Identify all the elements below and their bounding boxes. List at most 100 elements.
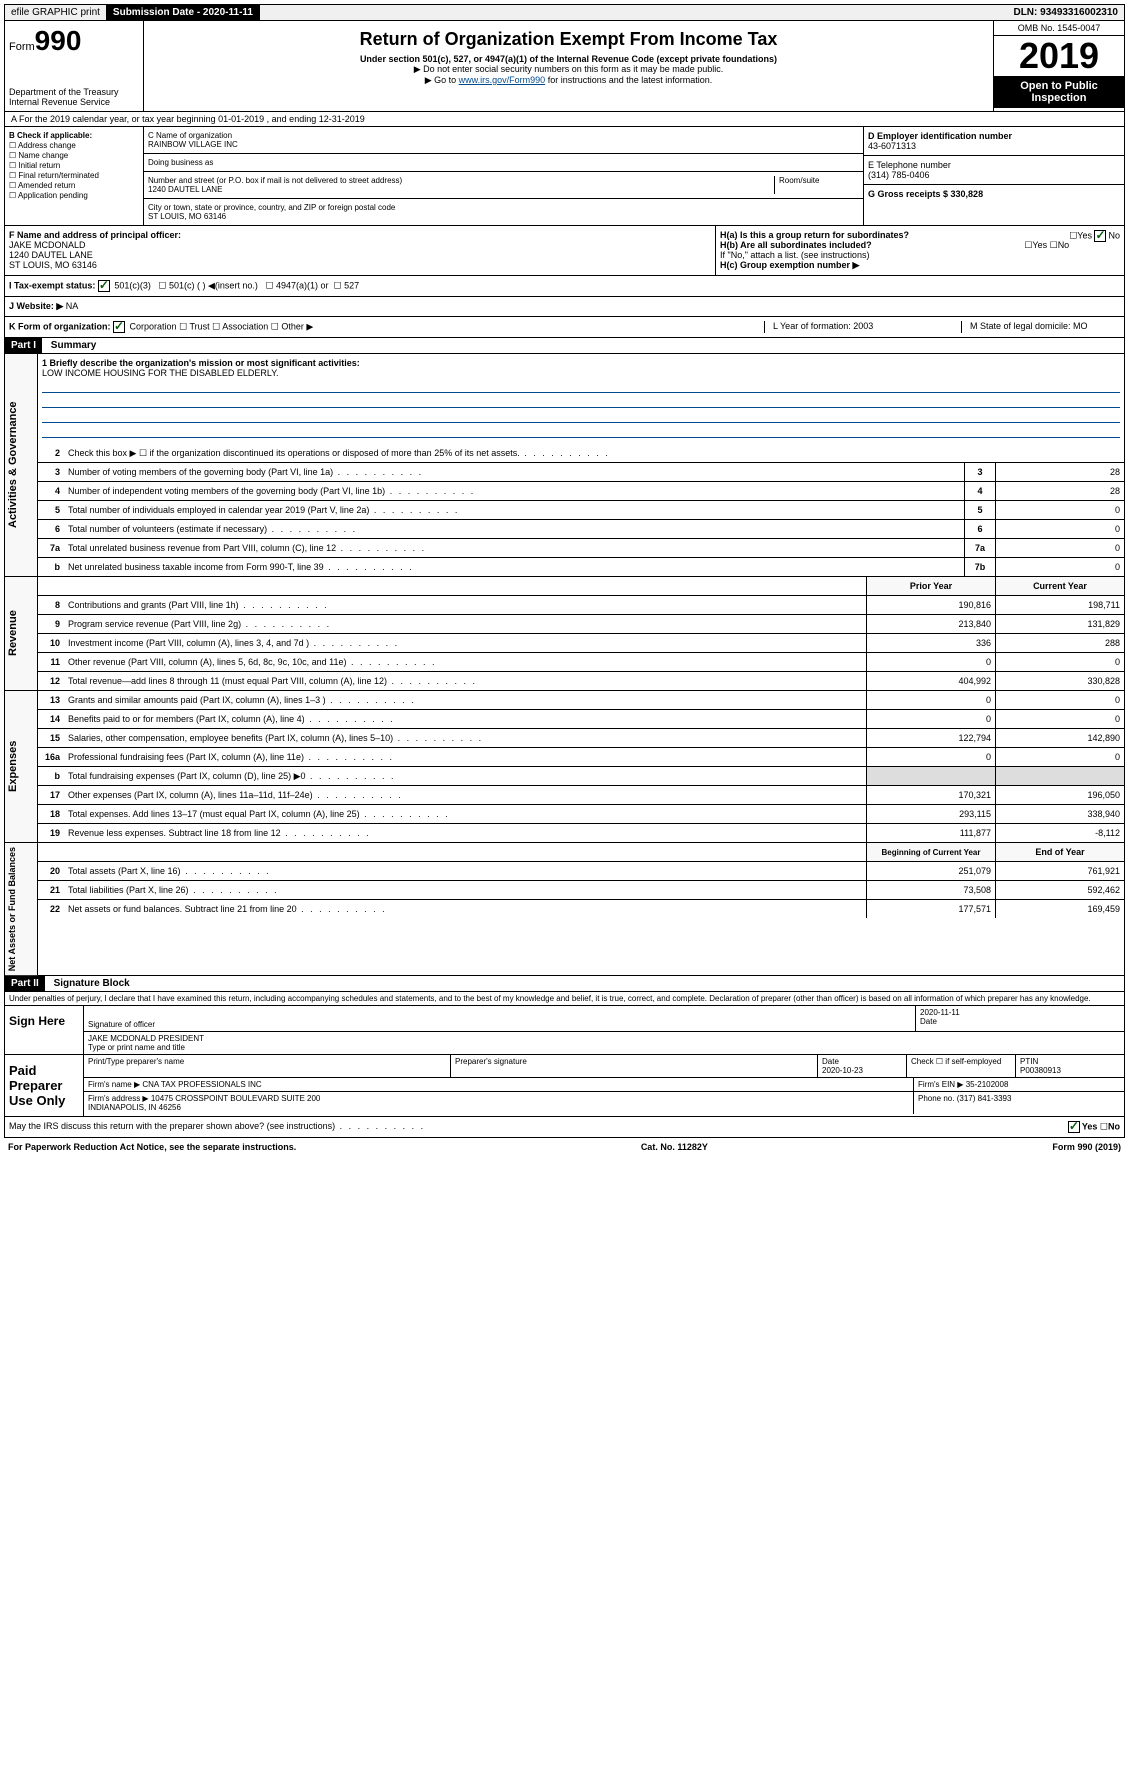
mission-label: 1 Briefly describe the organization's mi… [42,358,360,368]
firm-name: CNA TAX PROFESSIONALS INC [142,1080,261,1089]
netassets-section: Net Assets or Fund Balances Beginning of… [4,843,1125,976]
corp-checkbox[interactable] [113,321,125,333]
prior-year-header: Prior Year [866,577,995,595]
phone-value: (314) 785-0406 [868,170,930,180]
opt-501c3: 501(c)(3) [114,280,151,290]
sign-here-block: Sign Here Signature of officer 2020-11-1… [4,1006,1125,1055]
part2-header: Part II Signature Block [4,976,1125,992]
sign-date-label: Date [920,1017,937,1026]
ha-no-checkbox[interactable] [1094,230,1106,242]
row-a-period: A For the 2019 calendar year, or tax yea… [4,112,1125,127]
section-c-name-address: C Name of organization RAINBOW VILLAGE I… [144,127,863,225]
table-row: 17Other expenses (Part IX, column (A), l… [38,786,1124,805]
table-row: 10Investment income (Part VIII, column (… [38,634,1124,653]
mission-text: LOW INCOME HOUSING FOR THE DISABLED ELDE… [42,368,279,378]
omb-number: OMB No. 1545-0047 [994,21,1124,36]
governance-line: 6Total number of volunteers (estimate if… [38,520,1124,539]
paid-preparer-label: Paid Preparer Use Only [5,1055,84,1116]
discuss-row: May the IRS discuss this return with the… [4,1117,1125,1138]
sign-date: 2020-11-11 [920,1008,960,1017]
check-address-change[interactable]: ☐ Address change [9,141,139,150]
end-year-header: End of Year [995,843,1124,861]
note2-pre: ▶ Go to [425,75,459,85]
footer-left: For Paperwork Reduction Act Notice, see … [8,1142,296,1152]
form-subtitle: Under section 501(c), 527, or 4947(a)(1)… [148,54,989,64]
name-label: C Name of organization [148,131,859,140]
form-org-label: K Form of organization: [9,321,111,331]
tax-status-label: I Tax-exempt status: [9,280,95,290]
check-final-return[interactable]: ☐ Final return/terminated [9,171,139,180]
part1-badge: Part I [5,338,42,353]
state-domicile: M State of legal domicile: MO [961,321,1120,333]
table-row: 18Total expenses. Add lines 13–17 (must … [38,805,1124,824]
submission-date-button[interactable]: Submission Date - 2020-11-11 [107,5,260,20]
preparer-date: 2020-10-23 [822,1066,863,1075]
part2-badge: Part II [5,976,45,991]
governance-side-label: Activities & Governance [5,354,38,576]
table-row: 14Benefits paid to or for members (Part … [38,710,1124,729]
section-entity: B Check if applicable: ☐ Address change … [4,127,1125,226]
revenue-side-label: Revenue [5,577,38,690]
firm-phone: (317) 841-3393 [957,1094,1012,1103]
check-amended-return[interactable]: ☐ Amended return [9,181,139,190]
org-name: RAINBOW VILLAGE INC [148,140,859,149]
table-row: 16aProfessional fundraising fees (Part I… [38,748,1124,767]
city-label: City or town, state or province, country… [148,203,859,212]
room-label: Room/suite [774,176,859,194]
check-initial-return[interactable]: ☐ Initial return [9,161,139,170]
governance-line: 5Total number of individuals employed in… [38,501,1124,520]
officer-label: F Name and address of principal officer: [9,230,181,240]
opt-501c: 501(c) ( ) ◀(insert no.) [169,280,258,290]
officer-addr2: ST LOUIS, MO 63146 [9,260,97,270]
governance-line: 7aTotal unrelated business revenue from … [38,539,1124,558]
org-address: 1240 DAUTEL LANE [148,185,774,194]
dba-label: Doing business as [144,154,863,172]
ein-label: D Employer identification number [868,131,1012,141]
governance-section: Activities & Governance 1 Briefly descri… [4,354,1125,577]
netassets-header-row: Beginning of Current Year End of Year [38,843,1124,862]
row-klm: K Form of organization: Corporation ☐ Tr… [4,317,1125,338]
irs-link[interactable]: www.irs.gov/Form990 [459,75,546,85]
hb-note: If "No," attach a list. (see instruction… [720,250,1120,260]
check-application-pending[interactable]: ☐ Application pending [9,191,139,200]
discuss-yes-checkbox[interactable] [1068,1121,1080,1133]
note-link: ▶ Go to www.irs.gov/Form990 for instruct… [148,75,989,86]
top-bar: efile GRAPHIC print Submission Date - 20… [4,4,1125,21]
section-b-title: B Check if applicable: [9,131,92,140]
ha-label: H(a) Is this a group return for subordin… [720,230,909,240]
501c3-checkbox[interactable] [98,280,110,292]
dept-label: Department of the Treasury Internal Reve… [9,87,139,107]
footer-right: Form 990 (2019) [1052,1142,1121,1152]
table-row: 15Salaries, other compensation, employee… [38,729,1124,748]
sign-here-label: Sign Here [5,1006,84,1054]
website-label: J Website: ▶ [9,301,63,312]
section-b-checkboxes: B Check if applicable: ☐ Address change … [5,127,144,225]
governance-line: 4Number of independent voting members of… [38,482,1124,501]
netassets-side-label: Net Assets or Fund Balances [5,843,38,975]
table-row: 13Grants and similar amounts paid (Part … [38,691,1124,710]
officer-name: JAKE MCDONALD [9,240,86,250]
section-fh: F Name and address of principal officer:… [4,226,1125,276]
footer: For Paperwork Reduction Act Notice, see … [4,1138,1125,1156]
year-formation: L Year of formation: 2003 [764,321,953,333]
addr-label: Number and street (or P.O. box if mail i… [148,176,774,185]
form-header: Form990 Department of the Treasury Inter… [4,21,1125,112]
note-ssn: ▶ Do not enter social security numbers o… [148,64,989,75]
header-left: Form990 Department of the Treasury Inter… [5,21,144,111]
preparer-sig-label: Preparer's signature [451,1055,818,1077]
footer-center: Cat. No. 11282Y [641,1142,708,1152]
form-number: 990 [35,25,82,56]
sig-officer-label: Signature of officer [88,1020,155,1029]
table-row: 21Total liabilities (Part X, line 26)73,… [38,881,1124,900]
check-name-change[interactable]: ☐ Name change [9,151,139,160]
form-label: Form [9,41,35,53]
gross-receipts: G Gross receipts $ 330,828 [868,189,983,199]
efile-label[interactable]: efile GRAPHIC print [5,5,107,20]
self-employed-check[interactable]: Check ☐ if self-employed [907,1055,1016,1077]
begin-year-header: Beginning of Current Year [866,843,995,861]
table-row: 12Total revenue—add lines 8 through 11 (… [38,672,1124,690]
website-value: NA [66,301,79,312]
current-year-header: Current Year [995,577,1124,595]
expenses-section: Expenses 13Grants and similar amounts pa… [4,691,1125,843]
table-row: 20Total assets (Part X, line 16)251,0797… [38,862,1124,881]
